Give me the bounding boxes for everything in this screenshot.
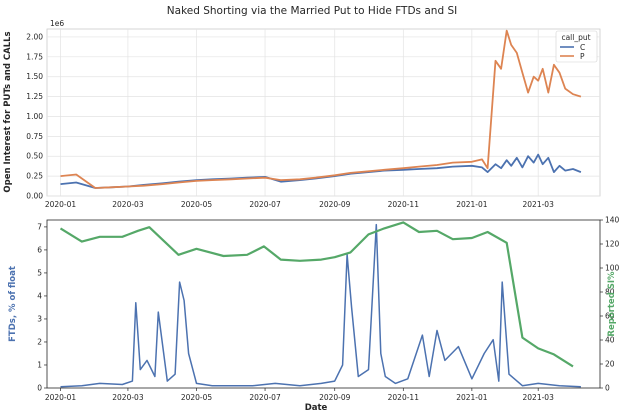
bottom-right-tick-label: 80 <box>605 288 615 297</box>
bottom-x-tick-label: 2020-07 <box>249 393 281 402</box>
bottom-left-tick-label: 1 <box>37 360 42 369</box>
legend-title: call_put <box>561 33 590 42</box>
bottom-right-tick-label: 60 <box>605 312 615 321</box>
bottom-right-y-ticks: 0 20 40 60 80 100 120 140 <box>600 216 620 393</box>
legend-box <box>555 30 598 63</box>
bottom-x-tick-label: 2021-03 <box>523 393 555 402</box>
bottom-right-tick-label: 20 <box>605 360 615 369</box>
legend-label-p: P <box>580 52 585 61</box>
top-y-tick-label: 2.00 <box>26 32 43 41</box>
top-x-tick-label: 2020-01 <box>45 200 77 209</box>
bottom-right-tick-label: 100 <box>605 264 620 273</box>
top-y-ticks: 0.00 0.25 0.50 0.75 1.00 1.25 1.50 1.75 2.00 <box>26 32 43 200</box>
bottom-left-y-axis-label: FTDs, % of float <box>8 266 18 342</box>
top-y-tick-label: 0.00 <box>26 192 43 201</box>
top-y-tick-label: 0.75 <box>26 132 43 141</box>
bottom-x-axis-label: Date <box>305 403 328 413</box>
top-y-tick-label: 0.50 <box>26 152 43 161</box>
bottom-left-tick-label: 0 <box>37 384 42 393</box>
bottom-right-tick-label: 0 <box>605 384 610 393</box>
top-x-tick-label: 2020-11 <box>388 200 420 209</box>
bottom-x-tick-label: 2020-05 <box>181 393 213 402</box>
bottom-left-tick-label: 6 <box>37 245 42 254</box>
bottom-x-tick-label: 2020-11 <box>388 393 420 402</box>
bottom-right-tick-label: 40 <box>605 336 615 345</box>
top-y-tick-label: 0.25 <box>26 172 43 181</box>
bottom-left-tick-label: 4 <box>37 291 42 300</box>
bottom-x-tick-label: 2020-03 <box>112 393 144 402</box>
bottom-right-tick-label: 120 <box>605 240 620 249</box>
top-x-tick-label: 2021-03 <box>523 200 555 209</box>
bottom-left-tick-label: 3 <box>37 314 42 323</box>
legend-label-c: C <box>580 43 585 52</box>
top-x-tick-label: 2020-07 <box>249 200 281 209</box>
top-y-tick-label: 1.50 <box>26 72 43 81</box>
series-line-reported-si <box>59 221 574 368</box>
top-y-tick-label: 1.25 <box>26 92 43 101</box>
bottom-left-tick-label: 2 <box>37 337 42 346</box>
bottom-left-tick-label: 5 <box>37 268 42 277</box>
bottom-x-tick-label: 2020-09 <box>319 393 351 402</box>
top-y-tick-label: 1.00 <box>26 112 43 121</box>
top-y-tick-label: 1.75 <box>26 52 43 61</box>
top-gridlines <box>47 29 600 197</box>
legend: call_put C P <box>555 30 598 63</box>
bottom-x-tick-label: 2020-01 <box>45 393 77 402</box>
bottom-x-ticks: 2020-01 2020-03 2020-05 2020-07 2020-09 2020-… <box>45 388 554 402</box>
top-y-offset-label: 1e6 <box>50 19 64 28</box>
open-interest-chart: 0.00 0.25 0.50 0.75 1.00 1.25 1.50 1.75 2.00 202… <box>3 19 601 209</box>
top-x-ticks: 2020-01 2020-03 2020-05 2020-07 2020-09 2020-… <box>45 200 554 209</box>
top-x-tick-label: 2021-01 <box>456 200 488 209</box>
figure-title: Naked Shorting via the Married Put to Hi… <box>167 5 457 17</box>
bottom-right-y-axis-label: Reported SI% <box>607 271 617 337</box>
bottom-left-tick-label: 7 <box>37 222 42 231</box>
bottom-left-y-ticks: 0 1 2 3 4 5 6 7 <box>37 222 47 393</box>
bottom-series-lines <box>59 221 581 388</box>
bottom-right-tick-label: 140 <box>605 216 620 225</box>
bottom-x-tick-label: 2021-01 <box>456 393 488 402</box>
top-x-tick-label: 2020-09 <box>319 200 351 209</box>
top-series-lines <box>60 29 582 189</box>
series-line-ftds <box>60 223 581 388</box>
series-line-p <box>60 29 582 189</box>
top-x-tick-label: 2020-05 <box>181 200 213 209</box>
top-y-axis-label: Open Interest for PUTs and CALLs <box>3 31 13 192</box>
top-x-tick-label: 2020-03 <box>112 200 144 209</box>
